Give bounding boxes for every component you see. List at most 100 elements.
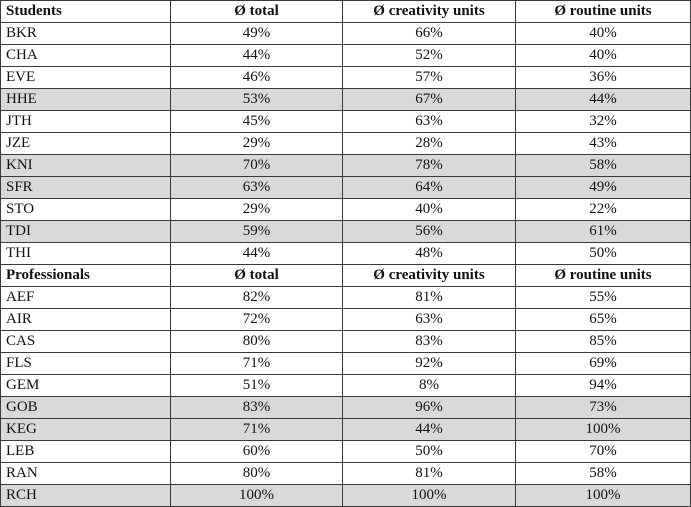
total-cell: 71% [170,352,343,375]
table-row: JTH 45% 63% 32% [0,110,691,133]
table-row: EVE 46% 57% 36% [0,66,691,89]
participant-id-cell: HHE [0,88,171,111]
total-cell: 49% [170,22,343,45]
creativity-units-cell: 56% [342,220,516,243]
total-cell: 46% [170,66,343,89]
creativity-units-cell: 96% [342,396,516,419]
table-row: JZE 29% 28% 43% [0,132,691,155]
creativity-units-cell: 40% [342,198,516,221]
routine-units-cell: 100% [515,418,691,441]
routine-units-cell: 49% [515,176,691,199]
creativity-units-cell: 44% [342,418,516,441]
participant-id-cell: AIR [0,308,171,331]
total-cell: 45% [170,110,343,133]
creativity-units-cell: 8% [342,374,516,397]
students-header-cell: Ø routine units [515,0,691,23]
table-row: AEF 82% 81% 55% [0,286,691,309]
table-row: HHE 53% 67% 44% [0,88,691,111]
participant-id-cell: FLS [0,352,171,375]
table-row: KNI 70% 78% 58% [0,154,691,177]
professionals-header-cell: Professionals [0,264,171,287]
routine-units-cell: 50% [515,242,691,265]
routine-units-cell: 44% [515,88,691,111]
total-cell: 80% [170,330,343,353]
routine-units-cell: 22% [515,198,691,221]
total-cell: 60% [170,440,343,463]
total-cell: 29% [170,198,343,221]
routine-units-cell: 73% [515,396,691,419]
routine-units-cell: 58% [515,462,691,485]
total-cell: 100% [170,484,343,507]
table-row: CAS 80% 83% 85% [0,330,691,353]
professionals-header-row: Professionals Ø total Ø creativity units Ø … [0,264,691,287]
participant-id-cell: RCH [0,484,171,507]
routine-units-cell: 70% [515,440,691,463]
table-row: TDI 59% 56% 61% [0,220,691,243]
table-row: STO 29% 40% 22% [0,198,691,221]
routine-units-cell: 65% [515,308,691,331]
students-header-cell: Students [0,0,171,23]
routine-units-cell: 43% [515,132,691,155]
routine-units-cell: 85% [515,330,691,353]
total-cell: 80% [170,462,343,485]
routine-units-cell: 40% [515,22,691,45]
creativity-units-cell: 67% [342,88,516,111]
professionals-header-cell: Ø total [170,264,343,287]
participant-id-cell: RAN [0,462,171,485]
table-row: SFR 63% 64% 49% [0,176,691,199]
creativity-units-cell: 78% [342,154,516,177]
creativity-units-cell: 63% [342,110,516,133]
total-cell: 63% [170,176,343,199]
total-cell: 44% [170,242,343,265]
table-row: GOB 83% 96% 73% [0,396,691,419]
participant-id-cell: GOB [0,396,171,419]
table-row: GEM 51% 8% 94% [0,374,691,397]
total-cell: 82% [170,286,343,309]
total-cell: 29% [170,132,343,155]
table-row: FLS 71% 92% 69% [0,352,691,375]
participant-id-cell: EVE [0,66,171,89]
students-header-row: Students Ø total Ø creativity units Ø routi… [0,0,691,23]
participant-id-cell: KNI [0,154,171,177]
table-row: LEB 60% 50% 70% [0,440,691,463]
participant-id-cell: GEM [0,374,171,397]
professionals-header-cell: Ø routine units [515,264,691,287]
participant-id-cell: SFR [0,176,171,199]
routine-units-cell: 40% [515,44,691,67]
creativity-units-cell: 28% [342,132,516,155]
total-cell: 71% [170,418,343,441]
creativity-units-cell: 48% [342,242,516,265]
participant-id-cell: STO [0,198,171,221]
students-header-cell: Ø total [170,0,343,23]
participant-id-cell: CAS [0,330,171,353]
total-cell: 72% [170,308,343,331]
routine-units-cell: 61% [515,220,691,243]
students-header-cell: Ø creativity units [342,0,516,23]
table-row: AIR 72% 63% 65% [0,308,691,331]
routine-units-cell: 58% [515,154,691,177]
creativity-units-cell: 81% [342,286,516,309]
participant-id-cell: LEB [0,440,171,463]
table-row: RAN 80% 81% 58% [0,462,691,485]
participant-id-cell: JZE [0,132,171,155]
participant-id-cell: TDI [0,220,171,243]
participant-id-cell: BKR [0,22,171,45]
table-row: BKR 49% 66% 40% [0,22,691,45]
creativity-units-cell: 52% [342,44,516,67]
routine-units-cell: 94% [515,374,691,397]
total-cell: 59% [170,220,343,243]
routine-units-cell: 32% [515,110,691,133]
total-cell: 70% [170,154,343,177]
creativity-units-cell: 64% [342,176,516,199]
creativity-units-cell: 66% [342,22,516,45]
total-cell: 44% [170,44,343,67]
total-cell: 51% [170,374,343,397]
professionals-header-cell: Ø creativity units [342,264,516,287]
creativity-units-cell: 81% [342,462,516,485]
total-cell: 53% [170,88,343,111]
routine-units-cell: 36% [515,66,691,89]
creativity-units-cell: 83% [342,330,516,353]
routine-units-cell: 69% [515,352,691,375]
